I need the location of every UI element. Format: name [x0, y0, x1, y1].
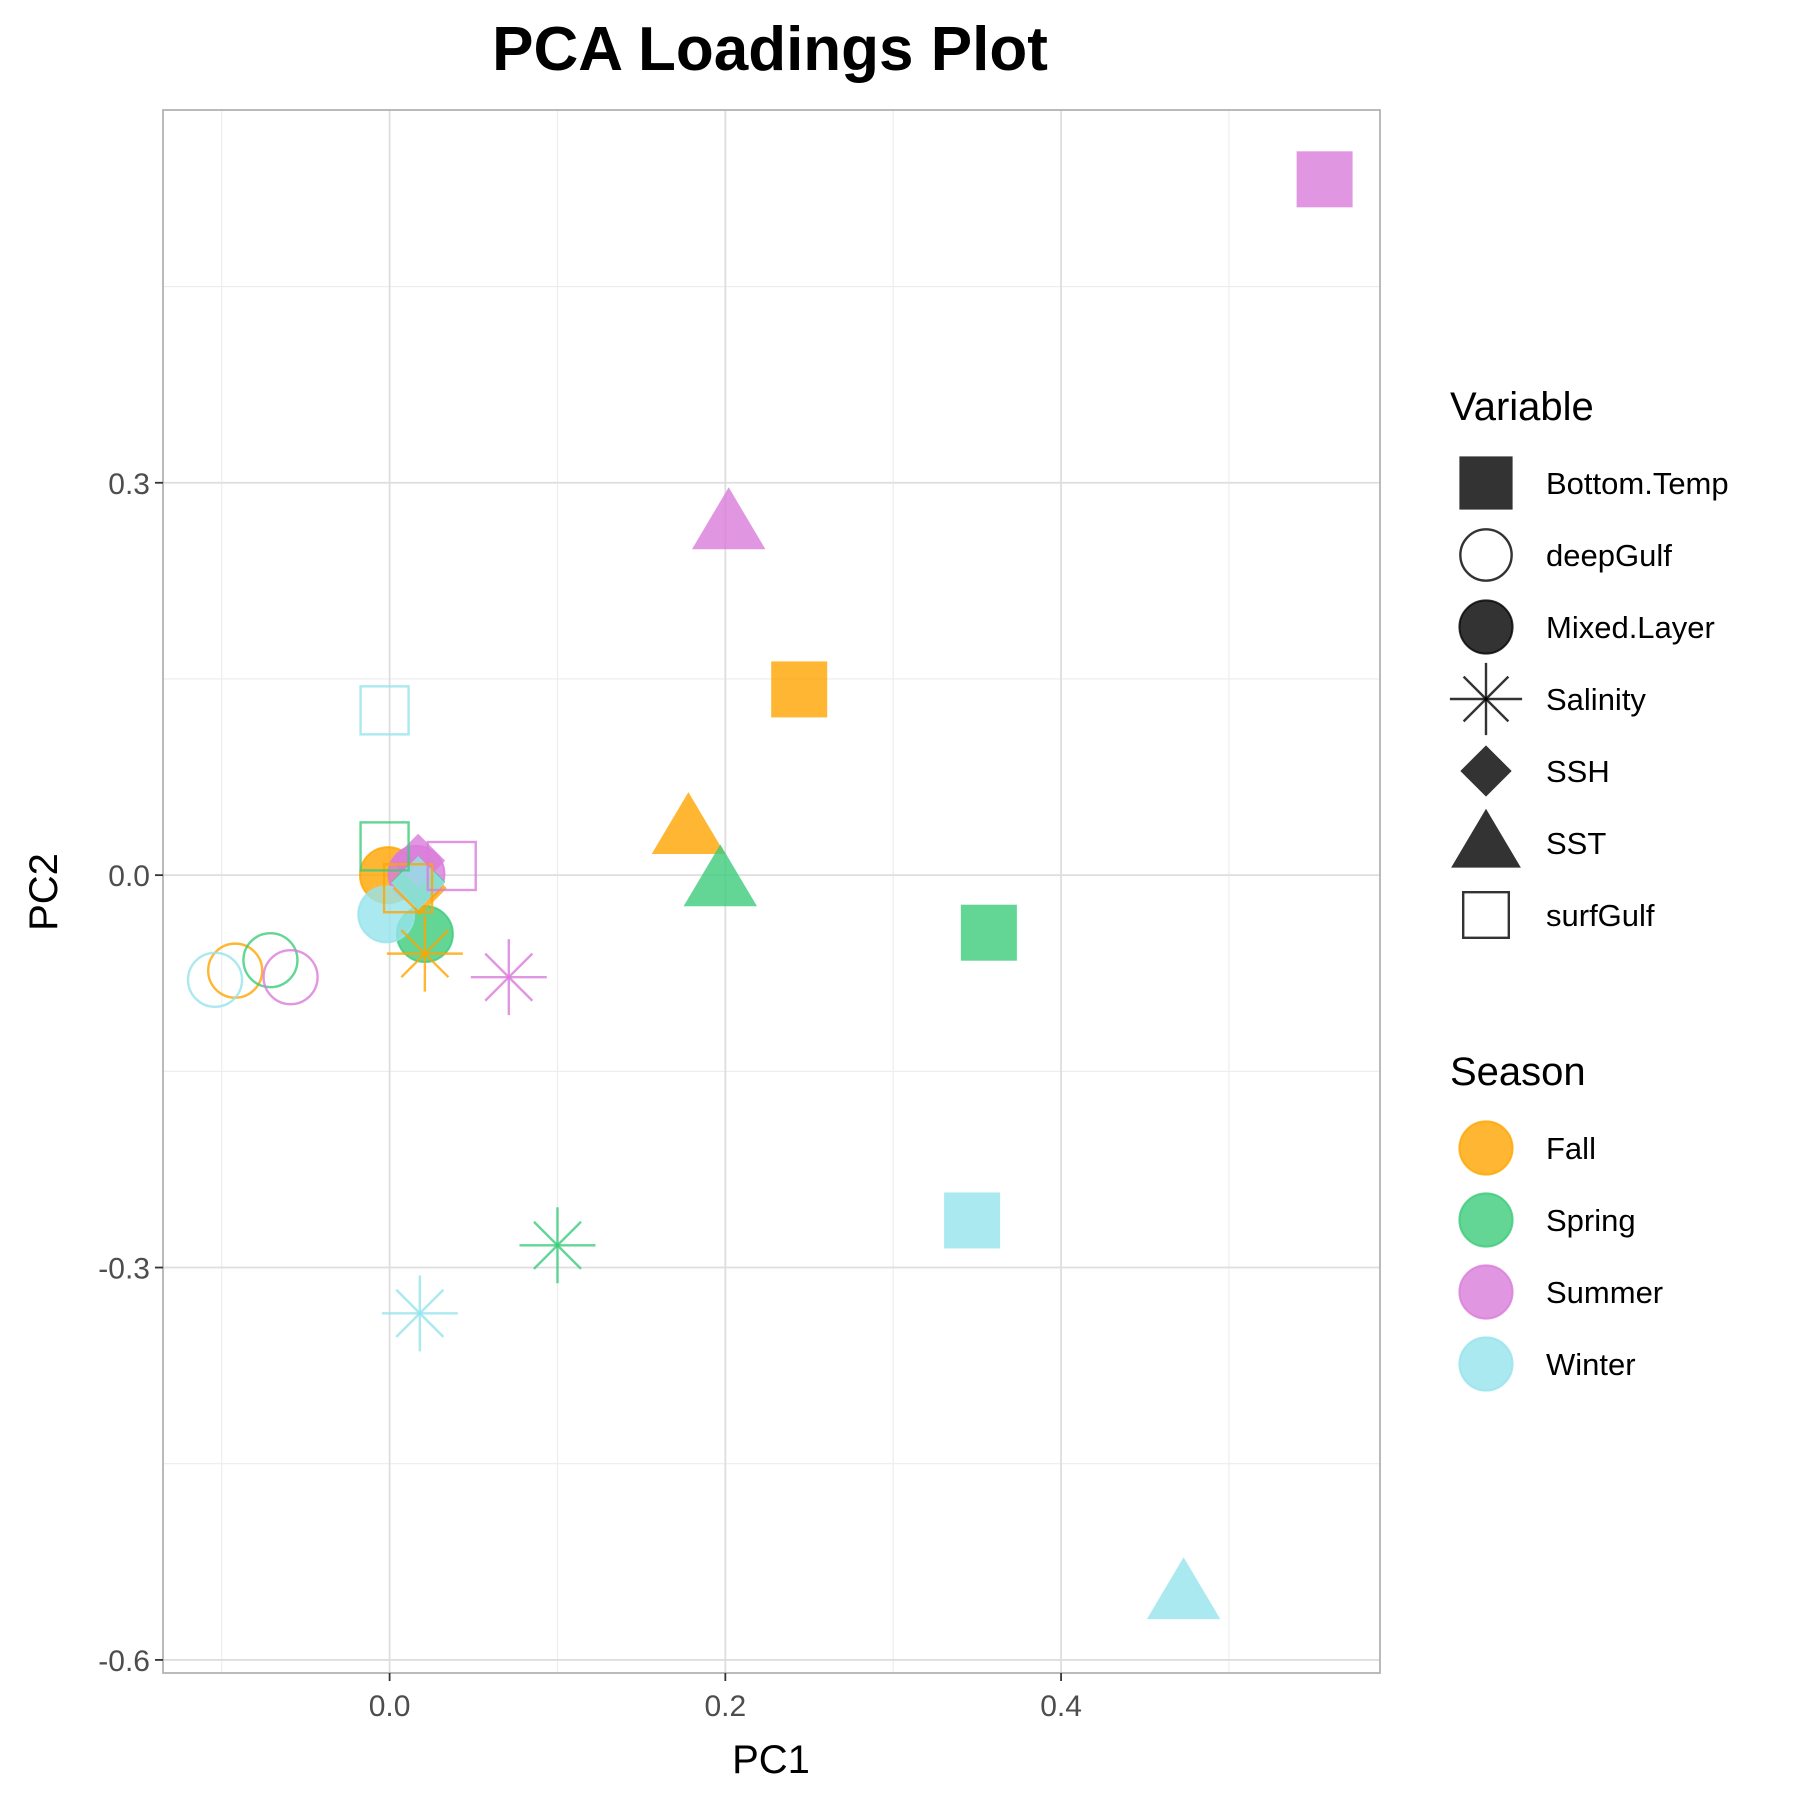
point-surfgulf-spring — [359, 821, 410, 872]
point-deepgulf-spring — [242, 931, 299, 989]
legend-key-summer — [1458, 1264, 1514, 1320]
point-sst-fall — [651, 792, 726, 854]
legend-key-bottom-temp — [1459, 456, 1513, 510]
legend-label-fall: Fall — [1546, 1131, 1596, 1166]
legend-season: Season Fall Spring Summer Winter — [1450, 1050, 1663, 1392]
legend-label-sst: SST — [1546, 826, 1606, 861]
y-axis-title: PC2 — [22, 853, 66, 931]
point-salinity-winter — [381, 1275, 458, 1352]
point-mixed-layer-winter — [357, 885, 416, 944]
point-salinity-fall — [386, 915, 463, 992]
chart-title: PCA Loadings Plot — [492, 15, 1048, 84]
legend-label-bottom-temp: Bottom.Temp — [1546, 466, 1729, 501]
x-tick-label: 0.4 — [1040, 1690, 1082, 1723]
x-tick-label: 0.0 — [369, 1690, 411, 1723]
legend-key-spring — [1458, 1192, 1514, 1248]
y-tick-label: -0.6 — [98, 1645, 150, 1678]
y-tick-label: 0.3 — [108, 468, 150, 501]
legend-variable-title: Variable — [1450, 385, 1594, 429]
legend-label-mixed-layer: Mixed.Layer — [1546, 610, 1715, 645]
point-surfgulf-winter — [359, 685, 410, 736]
plot-border — [162, 109, 1381, 1674]
legend-key-mixed-layer — [1458, 599, 1514, 655]
legend-key-salinity — [1449, 662, 1523, 736]
legend-key-surfgulf — [1461, 891, 1510, 940]
point-bottom-temp-fall — [771, 661, 828, 718]
x-axis-title: PC1 — [732, 1738, 810, 1782]
x-axis: 0.0 0.2 0.4 — [369, 1673, 1082, 1723]
legend-key-ssh — [1460, 745, 1512, 797]
plot-area — [162, 109, 1381, 1674]
point-bottom-temp-winter — [944, 1192, 1001, 1249]
legend-key-fall — [1458, 1120, 1514, 1176]
y-tick-label: -0.3 — [98, 1253, 150, 1286]
legend-label-winter: Winter — [1546, 1347, 1636, 1382]
point-bottom-temp-spring — [960, 904, 1017, 961]
legend-label-salinity: Salinity — [1546, 682, 1646, 717]
legend-key-deepgulf — [1459, 528, 1513, 582]
legend-key-sst — [1451, 808, 1521, 868]
point-surfgulf-summer — [426, 840, 477, 892]
legend-label-surfgulf: surfGulf — [1546, 898, 1655, 933]
point-sst-winter — [1146, 1557, 1221, 1620]
point-sst-summer — [691, 487, 766, 550]
point-deepgulf-summer — [262, 948, 319, 1006]
x-tick-label: 0.2 — [704, 1690, 746, 1723]
y-axis: 0.3 0.0 -0.3 -0.6 — [98, 468, 163, 1678]
plot-background — [163, 110, 1380, 1673]
y-tick-label: 0.0 — [108, 860, 150, 893]
legend-variable: Variable Bottom.Temp deepGulf Mixed.Layer S… — [1449, 385, 1729, 940]
point-sst-spring — [683, 844, 758, 907]
point-bottom-temp-summer — [1296, 151, 1353, 208]
point-salinity-spring — [519, 1207, 596, 1284]
legend-label-summer: Summer — [1546, 1275, 1663, 1310]
point-deepgulf-winter — [186, 951, 244, 1008]
legend-label-deepgulf: deepGulf — [1546, 538, 1672, 573]
legend-season-title: Season — [1450, 1050, 1586, 1094]
data-points — [186, 151, 1353, 1620]
point-salinity-summer — [470, 939, 547, 1016]
legend-label-spring: Spring — [1546, 1203, 1636, 1238]
legend-label-ssh: SSH — [1546, 754, 1610, 789]
legend-key-winter — [1458, 1336, 1514, 1392]
